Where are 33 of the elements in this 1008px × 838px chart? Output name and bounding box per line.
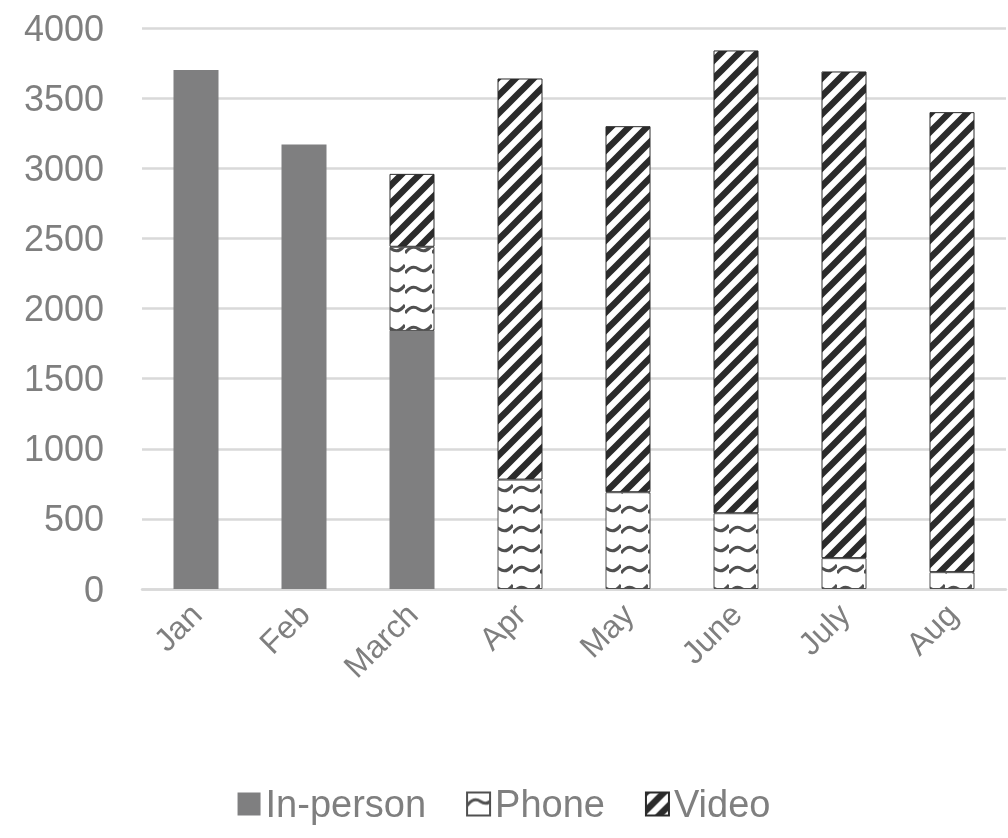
y-tick-label: 2000: [23, 288, 104, 329]
bar: [389, 246, 435, 331]
bar: [173, 70, 219, 589]
bar: [389, 173, 435, 247]
x-tick-label: May: [572, 596, 641, 665]
bar: [713, 513, 759, 589]
legend-label: Phone: [495, 783, 605, 825]
x-tick-label: Aug: [899, 596, 965, 662]
bar: [497, 479, 543, 589]
x-tick-label: July: [791, 596, 857, 662]
x-tick-label: Jan: [146, 596, 209, 659]
bar: [821, 558, 867, 589]
x-tick-label: Apr: [472, 596, 533, 657]
legend-label: Video: [673, 783, 771, 825]
x-tick-label: Feb: [252, 596, 317, 661]
y-tick-label: 1500: [23, 358, 104, 400]
bar: [605, 492, 651, 589]
y-tick-label: 3000: [23, 147, 104, 189]
bar: [389, 330, 435, 589]
bar: [605, 126, 651, 493]
y-tick-label: 2500: [23, 217, 104, 259]
bar: [929, 572, 975, 589]
y-tick-label: 500: [43, 498, 104, 540]
legend-label: In-person: [265, 783, 427, 825]
bar: [281, 144, 327, 589]
bar: [713, 50, 759, 514]
bar: [929, 112, 975, 573]
y-tick-label: 0: [83, 568, 104, 610]
y-tick-label: 1000: [23, 428, 104, 470]
bar: [497, 78, 543, 480]
y-tick-label: 3500: [23, 77, 104, 119]
y-tick-label: 4000: [23, 7, 104, 49]
bar: [821, 71, 867, 559]
